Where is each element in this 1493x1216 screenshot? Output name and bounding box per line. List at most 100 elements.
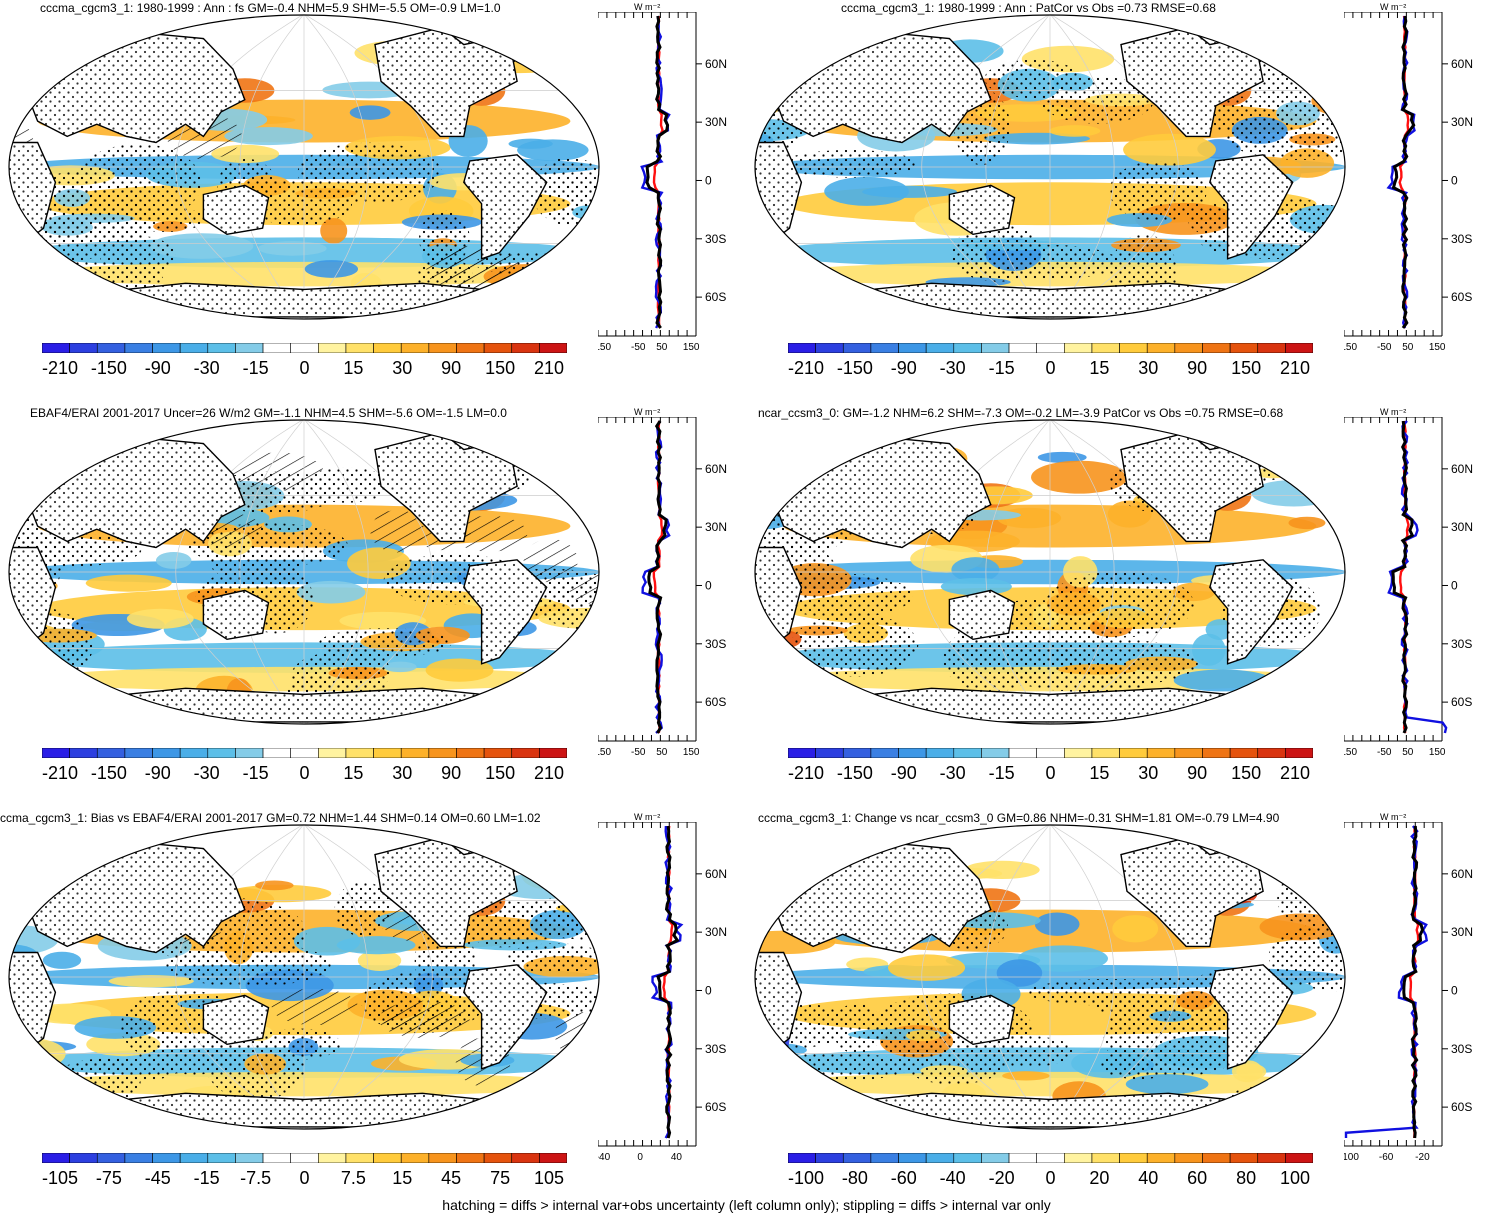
colorbar-swatch	[373, 342, 402, 354]
profile-x-tick: 50	[656, 747, 668, 757]
colorbar-swatch	[1008, 747, 1037, 759]
colorbar-swatch	[1119, 342, 1148, 354]
map-border	[754, 419, 1346, 725]
colorbar-swatch	[898, 342, 927, 354]
colorbar-swatch	[870, 342, 899, 354]
profile-lat-label: 30S	[705, 1042, 726, 1056]
colorbar-swatch	[1202, 1152, 1231, 1164]
colorbar-swatch	[235, 747, 264, 759]
zonal-mean-profile: 60N 30N 0 30S 60S -100 -60 -20	[1344, 822, 1473, 1162]
profile-x-tick: -20	[1415, 1152, 1430, 1162]
colorbar-swatch	[152, 342, 181, 354]
panel-title: ccma_cgcm3_1: Bias vs EBAF4/ERAI 2001-20…	[0, 811, 541, 825]
profile-x-tick: 50	[656, 342, 668, 352]
colorbar-label: 75	[490, 1168, 511, 1188]
colorbar-label: 15	[1089, 763, 1110, 783]
colorbar-swatch	[898, 1152, 927, 1164]
colorbar-swatches	[787, 1152, 1314, 1164]
colorbar-swatch	[1036, 747, 1065, 759]
colorbar-swatch	[511, 342, 540, 354]
colorbar-swatch	[1174, 747, 1203, 759]
profile-line-mean	[647, 420, 668, 734]
colorbar-label: 150	[485, 763, 516, 783]
colorbar-label: 210	[533, 763, 565, 783]
colorbar-swatch	[870, 747, 899, 759]
colorbar-swatch	[400, 747, 430, 759]
colorbar-swatch	[539, 1152, 568, 1164]
colorbar-swatch	[483, 1152, 513, 1164]
colorbar-swatch	[953, 747, 982, 759]
colorbar-swatch	[815, 1152, 844, 1164]
colorbar-swatch	[981, 342, 1010, 354]
colorbar-label: 0	[1045, 358, 1056, 378]
profile-x-tick: 40	[671, 1152, 683, 1162]
colorbar-swatch	[235, 342, 264, 354]
colorbar-swatch	[207, 1152, 236, 1164]
profile-lat-label: 60N	[705, 57, 727, 71]
panel-p3: EBAF4/ERAI 2001-2017 Uncer=26 W/m2 GM=-1…	[0, 405, 746, 810]
world-map	[754, 419, 1346, 725]
colorbar-swatch	[981, 1152, 1010, 1164]
profile-x-tick: 150	[1429, 342, 1446, 352]
colorbar-swatch	[815, 747, 844, 759]
colorbar-label: -210	[787, 358, 825, 378]
profile-line-obs	[650, 825, 684, 1139]
colorbar-swatch	[1285, 747, 1314, 759]
profile-lat-label: 60S	[1451, 1100, 1472, 1114]
profile-lat-label: 60N	[1451, 462, 1473, 476]
colorbar-swatch	[96, 1152, 126, 1164]
profile-x-tick: -40	[598, 1152, 611, 1162]
colorbar-swatch	[1036, 1152, 1065, 1164]
colorbar-label: 15	[343, 763, 364, 783]
colorbar-swatch	[511, 747, 540, 759]
colorbar-swatch	[290, 1152, 319, 1164]
colorbar-label: -15	[193, 1168, 220, 1188]
colorbar-swatch	[179, 747, 209, 759]
colorbar-swatch	[925, 1152, 955, 1164]
colorbar-label: 60	[1187, 1168, 1208, 1188]
colorbar-label: 150	[1231, 763, 1262, 783]
colorbar-swatch	[1285, 342, 1314, 354]
colorbar-swatch	[953, 342, 982, 354]
profile-x-tick: -50	[631, 342, 646, 352]
colorbar-swatch	[41, 1152, 70, 1164]
zonal-mean-profile: 60N 30N 0 30S 60S -150 -50 50 150	[598, 12, 727, 352]
colorbar-swatch	[842, 1152, 872, 1164]
profile-line-obs	[640, 15, 671, 329]
colorbar-swatch	[1064, 747, 1093, 759]
colorbar-swatch	[539, 342, 568, 354]
colorbar-label: -15	[242, 358, 269, 378]
colorbar-swatch	[1119, 1152, 1148, 1164]
colorbar-swatches	[41, 1152, 568, 1164]
profile-x-tick: -50	[1377, 747, 1392, 757]
colorbar-label: 40	[1138, 1168, 1159, 1188]
colorbar-swatch	[318, 342, 347, 354]
colorbar-label: -150	[90, 763, 127, 783]
colorbar: -210 -150 -90 -30 -15 0 15 30 90 150 210	[41, 745, 568, 789]
colorbar-label: -15	[988, 358, 1015, 378]
colorbar-label: 150	[485, 358, 516, 378]
profile-lat-label: 30S	[705, 637, 726, 651]
profile-x-tick: -50	[1377, 342, 1392, 352]
colorbar-swatch	[787, 342, 816, 354]
colorbar-swatch	[69, 1152, 98, 1164]
world-map	[8, 14, 600, 320]
colorbar: -100 -80 -60 -40 -20 0 20 40 60 80 100	[787, 1150, 1314, 1194]
profile-lat-label: 30N	[1451, 925, 1473, 939]
colorbar-swatch	[124, 1152, 153, 1164]
panel-title: ncar_ccsm3_0: GM=-1.2 NHM=6.2 SHM=-7.3 O…	[758, 406, 1284, 420]
colorbar-label: -150	[836, 358, 873, 378]
colorbar-label: -30	[193, 358, 220, 378]
colorbar-label: -30	[939, 358, 966, 378]
colorbar-label: 0	[299, 763, 310, 783]
colorbar-swatch	[207, 747, 236, 759]
colorbar-label: -90	[890, 358, 917, 378]
colorbar-swatch	[953, 1152, 982, 1164]
colorbar-swatch	[262, 342, 291, 354]
zonal-mean-profile: 60N 30N 0 30S 60S -150 -50 50 150	[598, 417, 727, 757]
profile-lat-label: 0	[1451, 983, 1458, 997]
profile-line-mean	[1391, 420, 1415, 734]
profile-lat-label: 60N	[1451, 57, 1473, 71]
colorbar-swatch	[1257, 1152, 1286, 1164]
profile-lat-label: 30S	[1451, 232, 1472, 246]
